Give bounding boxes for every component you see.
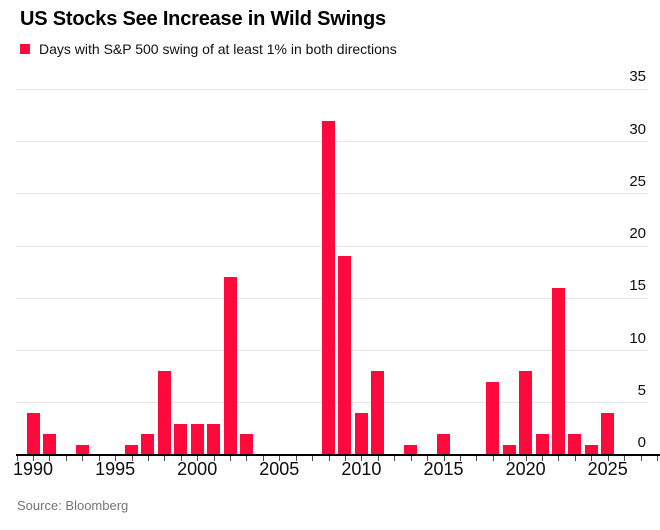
y-axis-label-0: 0 [637, 434, 646, 451]
x-tick-1999 [180, 456, 182, 461]
x-axis-line [16, 454, 660, 456]
x-tick-2021 [542, 456, 544, 461]
x-tick-2017 [476, 456, 478, 461]
bar-2002 [223, 277, 237, 455]
legend-label: Days with S&P 500 swing of at least 1% i… [39, 41, 397, 57]
x-tick-1993 [82, 456, 84, 461]
y-axis-label-25: 25 [629, 172, 646, 190]
y-axis-label-35: 35 [629, 68, 646, 86]
x-tick-2018 [492, 456, 494, 461]
x-tick-1992 [65, 456, 67, 461]
x-tick-1989 [16, 456, 18, 461]
x-tick-2011 [377, 456, 379, 461]
x-axis-label-2020: 2020 [505, 459, 546, 479]
legend-swatch-icon [20, 44, 30, 54]
x-tick-2003 [246, 456, 248, 461]
x-tick-1995 [115, 456, 117, 461]
bar-2021 [535, 434, 549, 455]
bar-2010 [354, 413, 368, 455]
x-tick-2009 [344, 456, 346, 461]
y-axis-label-15: 15 [629, 277, 646, 295]
bar-2019 [502, 444, 516, 455]
bar-2022 [551, 287, 565, 455]
bar-1998 [157, 371, 171, 455]
chart-legend: Days with S&P 500 swing of at least 1% i… [20, 41, 397, 57]
x-tick-2005 [279, 456, 281, 461]
gridline-35 [16, 88, 648, 90]
x-tick-2008 [328, 456, 330, 461]
x-tick-2012 [394, 456, 396, 461]
x-tick-2028 [656, 456, 658, 461]
bar-2015 [437, 434, 450, 455]
bar-2025 [601, 413, 615, 455]
bar-2000 [190, 423, 204, 455]
x-tick-1994 [98, 456, 100, 461]
x-tick-2010 [361, 456, 363, 461]
bar-2023 [568, 434, 582, 455]
y-axis-label-30: 30 [629, 120, 646, 138]
x-tick-2001 [213, 456, 215, 461]
x-tick-2000 [197, 456, 199, 461]
bar-2020 [519, 371, 533, 455]
bar-1990 [26, 413, 40, 455]
bar-1997 [141, 434, 155, 455]
bar-2001 [207, 423, 221, 455]
x-tick-1997 [147, 456, 149, 461]
x-axis-label-2010: 2010 [341, 459, 382, 479]
source-note: Source: Bloomberg [17, 498, 129, 513]
bar-1996 [125, 444, 139, 455]
bar-1993 [75, 444, 89, 455]
x-tick-1996 [131, 456, 133, 461]
x-axis-label-2005: 2005 [259, 459, 300, 479]
x-tick-2013 [410, 456, 412, 461]
x-tick-2004 [262, 456, 264, 461]
x-tick-2019 [509, 456, 511, 461]
x-tick-1991 [49, 456, 51, 461]
y-axis-label-5: 5 [637, 381, 646, 399]
x-axis-label-2025: 2025 [587, 459, 628, 479]
y-axis-label-10: 10 [629, 329, 646, 347]
bar-2024 [584, 444, 598, 455]
bar-2003 [239, 434, 253, 455]
x-tick-2022 [558, 456, 560, 461]
x-tick-1998 [164, 456, 166, 461]
x-tick-2002 [230, 456, 232, 461]
x-tick-2024 [591, 456, 593, 461]
x-tick-2015 [443, 456, 445, 461]
x-tick-2027 [640, 456, 642, 461]
x-tick-2026 [624, 456, 626, 461]
x-axis-label-2015: 2015 [423, 459, 464, 479]
y-axis-label-20: 20 [629, 225, 646, 242]
bar-2011 [371, 371, 385, 455]
bar-1999 [174, 423, 188, 455]
x-tick-2006 [295, 456, 297, 461]
bar-2009 [338, 256, 352, 455]
x-tick-2016 [459, 456, 461, 461]
x-tick-2023 [574, 456, 576, 461]
bar-1991 [42, 434, 56, 455]
bar-2013 [404, 444, 418, 455]
x-axis-label-2000: 2000 [177, 459, 218, 479]
x-axis-label-1995: 1995 [95, 459, 136, 479]
x-tick-2020 [525, 456, 527, 461]
x-tick-2007 [312, 456, 314, 461]
x-tick-2025 [607, 456, 609, 461]
x-tick-2014 [427, 456, 429, 461]
x-axis-label-1990: 1990 [12, 459, 54, 479]
bar-2008 [322, 120, 336, 455]
x-tick-1990 [33, 456, 34, 461]
bar-2018 [486, 381, 500, 455]
page-title: US Stocks See Increase in Wild Swings [20, 8, 386, 30]
